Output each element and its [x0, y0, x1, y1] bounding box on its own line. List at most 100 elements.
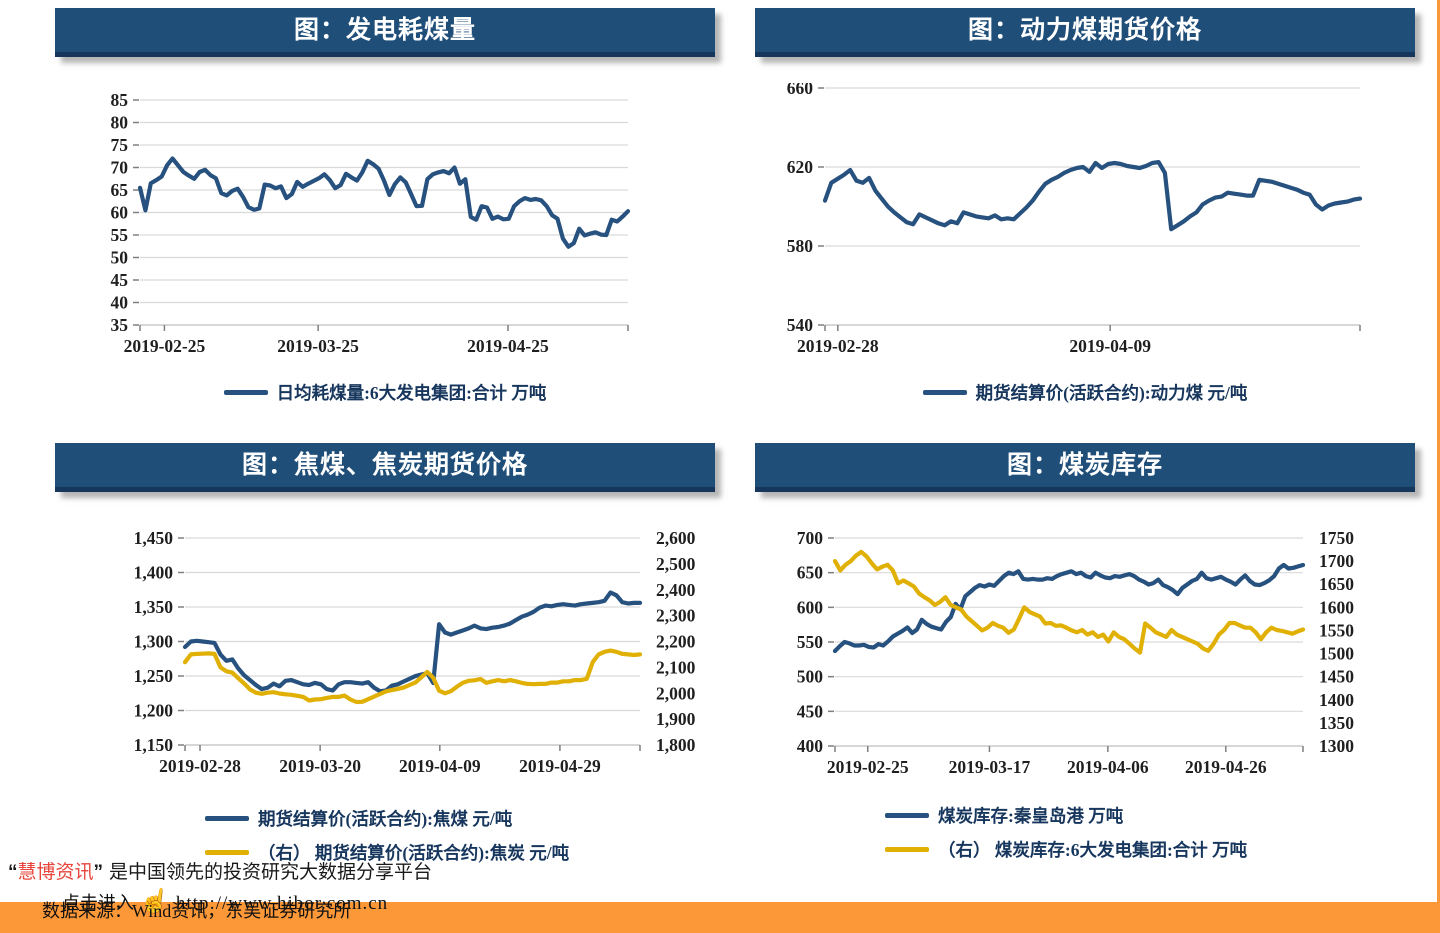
svg-text:50: 50: [111, 248, 129, 268]
svg-text:450: 450: [797, 701, 824, 721]
legend-label: （右） 期货结算价(活跃合约):焦炭 元/吨: [258, 843, 570, 863]
series-line: [832, 549, 1306, 655]
svg-text:60: 60: [111, 203, 129, 223]
legend-swatch-line: [205, 850, 249, 855]
panel-thermal-coal-futures: 图：动力煤期货价格 660 620 580 540 2019-02-28 2019-04-…: [755, 8, 1415, 438]
legend-label: 日均耗煤量:6大发电集团:合计 万吨: [276, 383, 547, 403]
legend-item: （右） 煤炭库存:6大发电集团:合计 万吨: [755, 837, 1440, 862]
svg-text:1350: 1350: [1319, 713, 1354, 733]
svg-text:2019-02-28: 2019-02-28: [159, 756, 241, 776]
series-line: [822, 159, 1363, 232]
svg-text:1,800: 1,800: [656, 735, 696, 755]
svg-text:2019-04-09: 2019-04-09: [1069, 336, 1151, 356]
svg-text:600: 600: [797, 597, 824, 617]
chart-title-bar: 图：焦煤、焦炭期货价格: [55, 443, 715, 492]
svg-text:1550: 1550: [1319, 620, 1354, 640]
svg-text:80: 80: [111, 113, 129, 133]
svg-text:1300: 1300: [1319, 736, 1354, 756]
chart-title-bar: 图：发电耗煤量: [55, 8, 715, 57]
svg-text:2,600: 2,600: [656, 528, 696, 548]
line-chart-coal-inventory: 700 650 600 550 500 450 400 1750 1700 1650 1600 155…: [797, 528, 1355, 777]
svg-text:85: 85: [111, 90, 129, 110]
legend-item: （右） 期货结算价(活跃合约):焦炭 元/吨: [55, 840, 865, 865]
svg-text:2019-03-20: 2019-03-20: [279, 756, 361, 776]
series-line: [832, 562, 1306, 654]
svg-text:1,150: 1,150: [134, 735, 174, 755]
legend-label: 期货结算价(活跃合约):焦煤 元/吨: [258, 809, 513, 829]
chart-title-bar: 图：动力煤期货价格: [755, 8, 1415, 57]
line-chart-coking-coal-coke: 1,450 1,400 1,350 1,300 1,250 1,200 1,150 2,600…: [134, 528, 696, 776]
legend-swatch-line: [922, 390, 967, 395]
data-source-note: 数据来源：Wind资讯，东吴证券研究所: [42, 901, 352, 921]
svg-text:1400: 1400: [1319, 690, 1354, 710]
svg-text:1,450: 1,450: [134, 528, 174, 548]
panel-power-coal-consumption: 图：发电耗煤量 85 80 75 70 65 60 55 50 45 40 35 2019-02-25…: [55, 8, 715, 438]
svg-text:2019-04-25: 2019-04-25: [467, 336, 549, 356]
legend-item: 期货结算价(活跃合约):动力煤 元/吨: [755, 380, 1415, 405]
svg-text:1650: 1650: [1319, 574, 1354, 594]
svg-text:2,300: 2,300: [656, 606, 696, 626]
click-enter-label[interactable]: 点击进入: [62, 893, 134, 913]
open-quote: “: [8, 862, 18, 883]
svg-text:2,500: 2,500: [656, 554, 696, 574]
svg-text:620: 620: [787, 157, 814, 177]
svg-text:540: 540: [787, 315, 814, 335]
hibor-url[interactable]: http://www.hibor.com.cn: [175, 893, 389, 914]
legend-item: 煤炭库存:秦皇岛港 万吨: [755, 803, 1440, 828]
svg-text:1450: 1450: [1319, 667, 1354, 687]
svg-text:1,200: 1,200: [134, 701, 174, 721]
chart-title: 图：发电耗煤量: [293, 16, 476, 44]
svg-text:1600: 1600: [1319, 597, 1354, 617]
series-line: [182, 590, 643, 694]
footer-orange-bar: [0, 902, 1440, 933]
chart-title-bar: 图：煤炭库存: [755, 443, 1415, 492]
series-line: [137, 156, 631, 249]
right-edge-orange-strip: [1437, 0, 1440, 933]
svg-text:45: 45: [111, 270, 129, 290]
svg-text:2,400: 2,400: [656, 580, 696, 600]
legend-label: 煤炭库存:秦皇岛港 万吨: [938, 806, 1124, 826]
svg-text:1,400: 1,400: [134, 563, 174, 583]
chart-title: 图：煤炭库存: [1006, 451, 1163, 479]
legend-swatch-line: [885, 847, 929, 852]
svg-text:1500: 1500: [1319, 644, 1354, 664]
legend-item: 日均耗煤量:6大发电集团:合计 万吨: [55, 380, 715, 405]
svg-text:1,250: 1,250: [134, 666, 174, 686]
svg-text:2019-04-29: 2019-04-29: [519, 756, 601, 776]
legend-swatch-line: [205, 816, 249, 821]
svg-text:580: 580: [787, 236, 814, 256]
hibor-platform-line: “慧博资讯” 是中国领先的投资研究大数据分享平台: [8, 857, 432, 884]
svg-text:70: 70: [111, 158, 129, 178]
panel-coal-inventory: 图：煤炭库存 700 650 600 550 500 450 400 1750 1700 1650…: [755, 443, 1415, 873]
svg-text:2019-04-26: 2019-04-26: [1185, 757, 1267, 777]
svg-text:2019-02-28: 2019-02-28: [797, 336, 879, 356]
svg-text:1,350: 1,350: [134, 597, 174, 617]
svg-text:55: 55: [111, 225, 129, 245]
series-line: [182, 648, 643, 705]
svg-text:400: 400: [797, 736, 824, 756]
legend-swatch-line: [223, 390, 268, 395]
svg-text:75: 75: [111, 135, 129, 155]
svg-text:550: 550: [797, 632, 824, 652]
svg-text:2019-02-25: 2019-02-25: [827, 757, 909, 777]
legend-item: 期货结算价(活跃合约):焦煤 元/吨: [55, 806, 865, 831]
chart-title: 图：动力煤期货价格: [967, 16, 1202, 44]
svg-text:660: 660: [787, 83, 814, 98]
chart-title: 图：焦煤、焦炭期货价格: [241, 451, 528, 479]
hibor-brand[interactable]: 慧博资讯: [17, 862, 94, 883]
svg-text:650: 650: [797, 563, 824, 583]
svg-text:2,100: 2,100: [656, 657, 696, 677]
svg-text:40: 40: [111, 293, 129, 313]
svg-text:500: 500: [797, 667, 824, 687]
svg-text:2019-03-17: 2019-03-17: [949, 757, 1031, 777]
svg-text:2,200: 2,200: [656, 632, 696, 652]
svg-text:1750: 1750: [1319, 528, 1354, 548]
close-quote: ”: [93, 862, 104, 883]
legend-label: 期货结算价(活跃合约):动力煤 元/吨: [975, 383, 1248, 403]
svg-text:2019-04-06: 2019-04-06: [1067, 757, 1149, 777]
click-enter-link[interactable]: 点击进入 ☝ http://www.hibor.com.cn: [62, 887, 389, 917]
platform-description: 是中国领先的投资研究大数据分享平台: [109, 862, 433, 883]
legend-label: （右） 煤炭库存:6大发电集团:合计 万吨: [938, 840, 1248, 860]
